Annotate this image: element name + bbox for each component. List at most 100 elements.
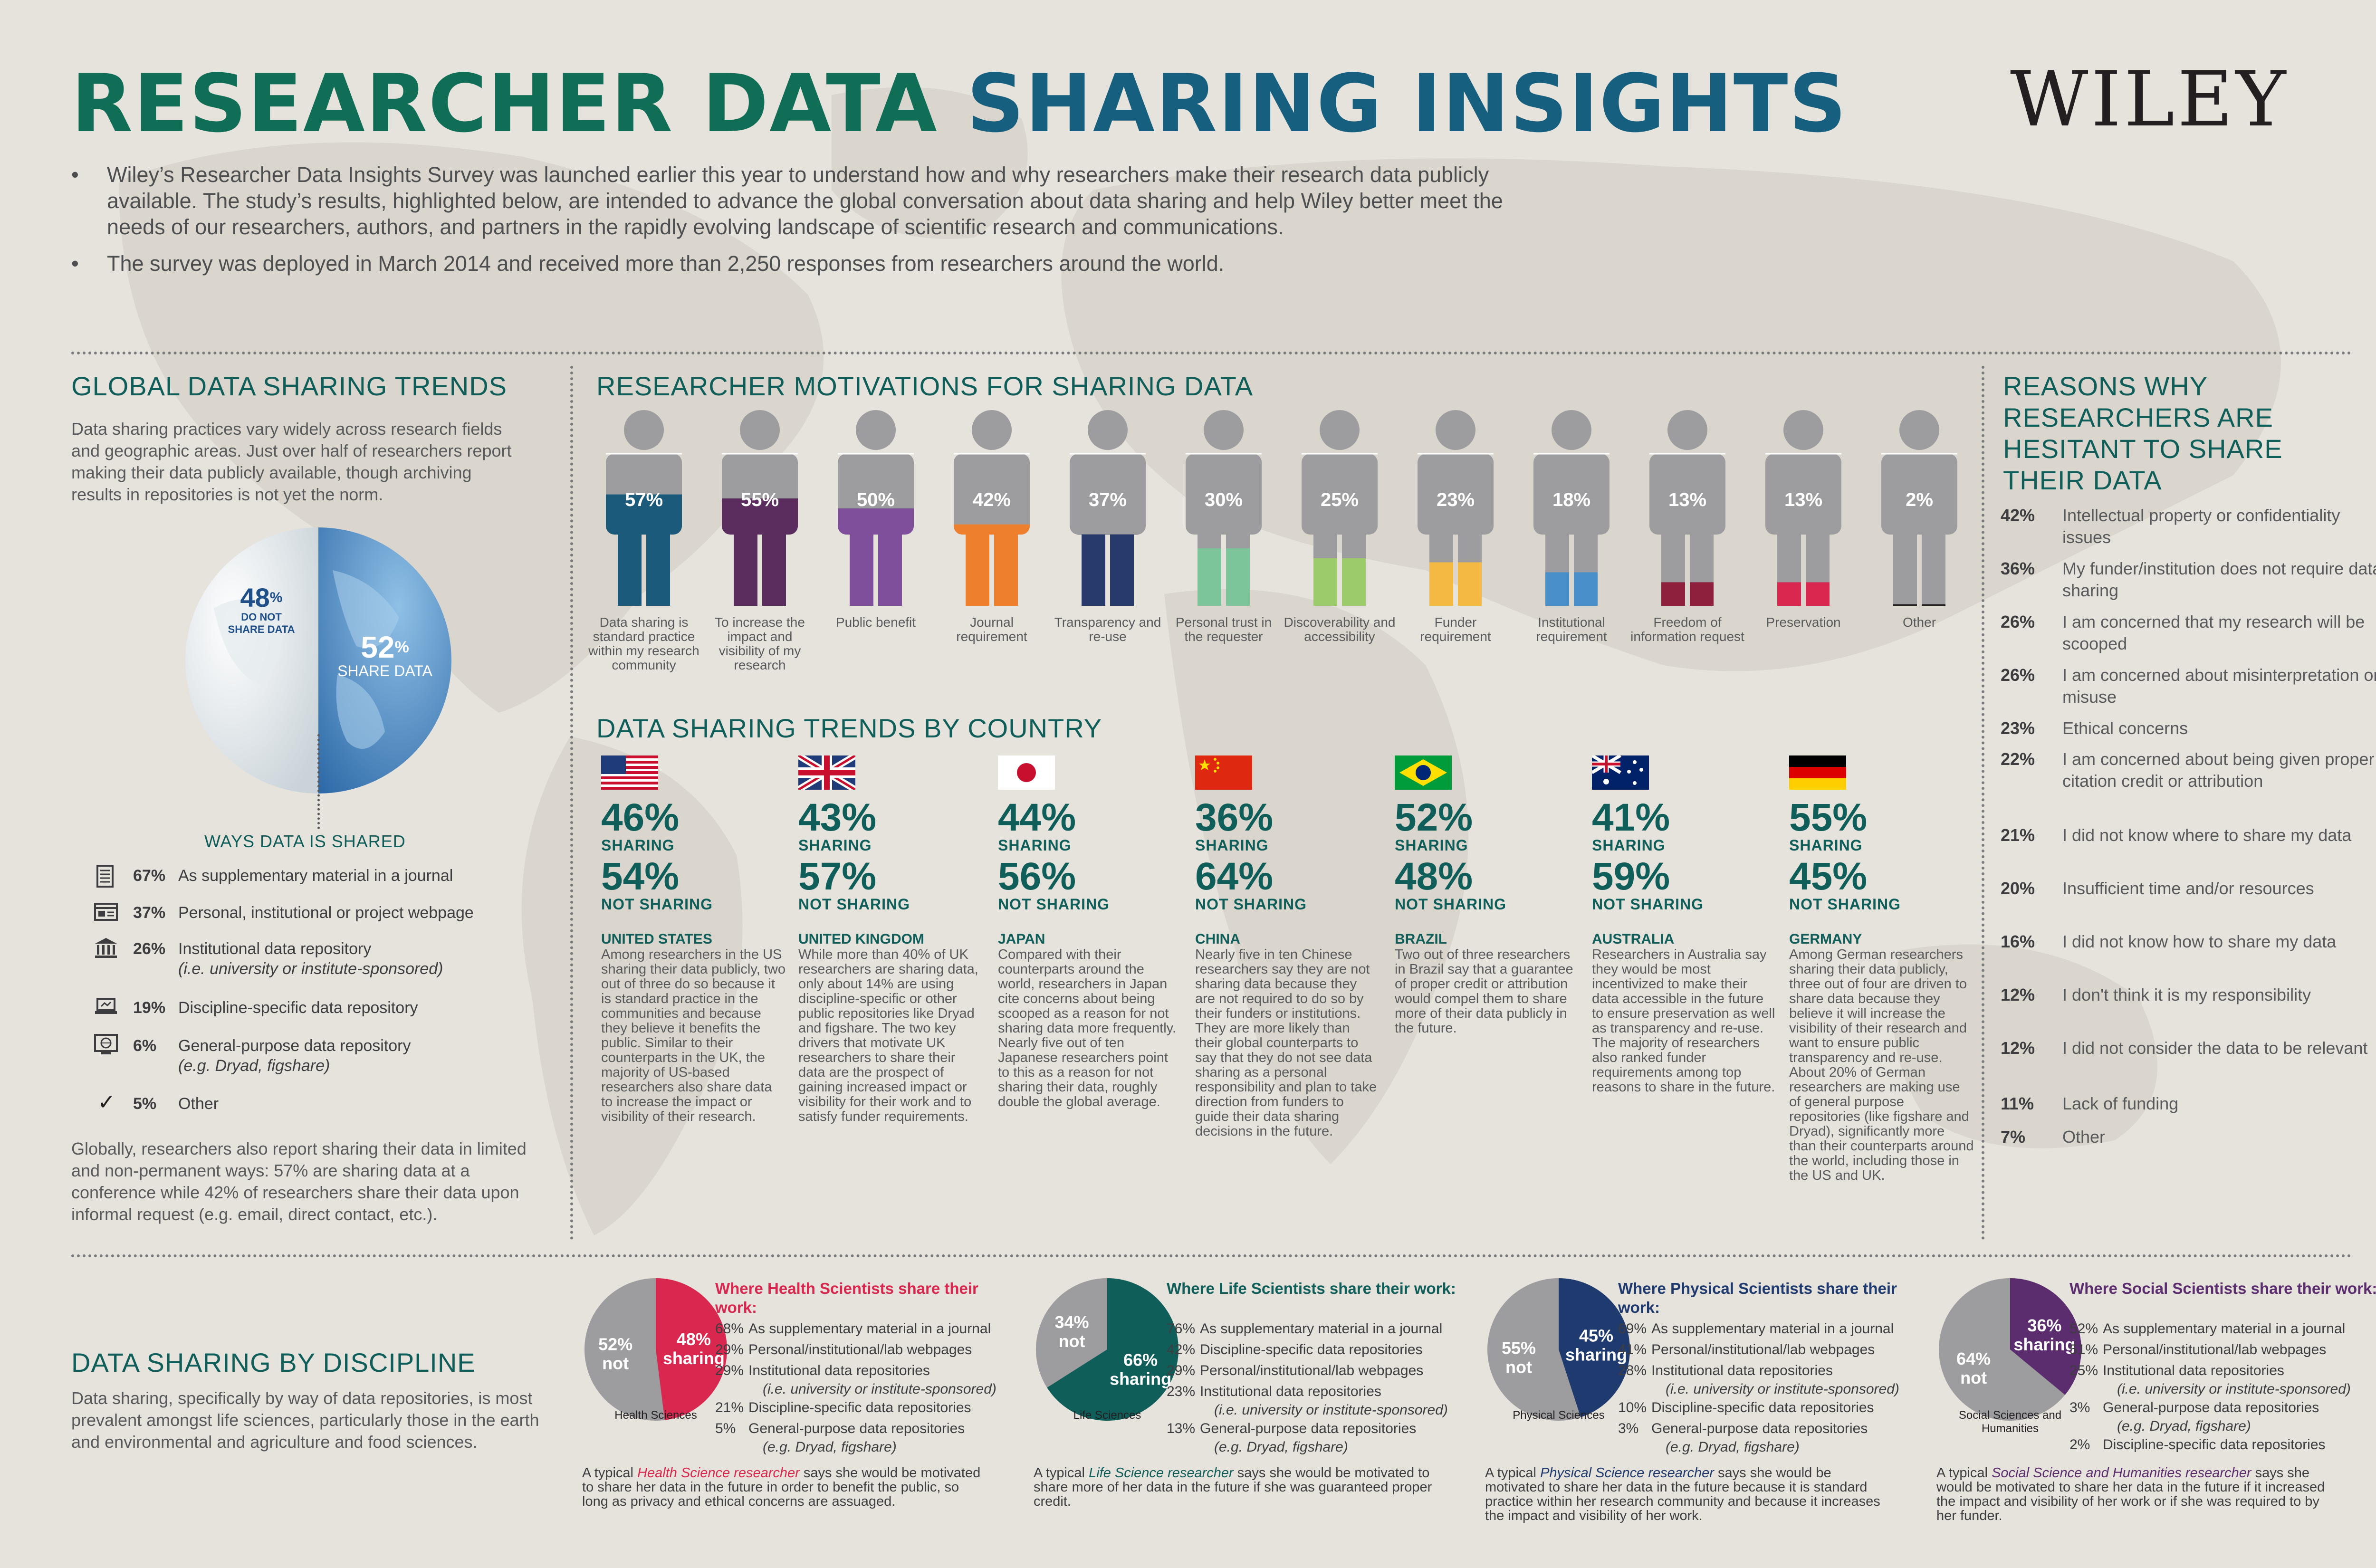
motivation-bar [1533,572,1610,606]
discipline-list: 68% As supplementary material in a journa… [715,1319,996,1455]
discipline-pie: 66%sharing 34%not [1036,1278,1178,1421]
way-text: Institutional data repository [178,940,372,958]
discipline-list-item: 28% Institutional data repositories (i.e. … [1618,1360,1899,1397]
pie-not-pct: 52% [598,1334,632,1354]
intro-bullet-2-text: The survey was deployed in March 2014 an… [107,251,1225,276]
discipline-item-text: Institutional data repositories [1200,1384,1381,1399]
motivation-figure: 37% Transparency and re-use [1054,409,1161,694]
country-sharing-pct: 55% [1789,796,1868,839]
discipline-list-title: Where Physical Scientists share their wo… [1618,1280,1897,1316]
way-pct: 19% [133,999,166,1017]
discipline-item-text: As supplementary material in a journal [2103,1321,2346,1337]
motivation-figure: 25% Discoverability and accessibility [1284,409,1396,694]
motivation-label: Institutional requirement [1536,615,1607,644]
discipline-list-item: 10% Discipline-specific data repositories [1618,1397,1899,1418]
person-icon [1070,410,1146,606]
discipline-list-title: Where Life Scientists share their work: [1167,1280,1456,1297]
country-not-sharing-pct: 48% [1395,855,1473,898]
discipline-item-pct: 51% [2069,1342,2098,1358]
institution-icon [95,938,117,958]
motivation-pct: 57% [624,489,663,510]
motivation-bar [1302,558,1378,606]
discipline-name: Physical Sciences [1513,1409,1605,1422]
discipline-list-item: 23% Institutional data repositories (i.e. … [1167,1381,1448,1418]
pie-sharing-word: sharing [2013,1335,2075,1354]
discipline-item-sub: (i.e. university or institute-sponsored) [763,1381,996,1397]
check-icon: ✓ [97,1089,116,1115]
discipline-item-sub: (i.e. university or institute-sponsored) [1666,1381,1899,1397]
motivation-figure: 30% Personal trust in the requester [1176,409,1272,694]
share-pct: 52 [361,630,395,664]
reason-text: Intellectual property or confidentiality… [2062,506,2340,547]
discipline-name: Health Sciences [614,1409,697,1422]
pie-slice-sharing [2010,1278,2081,1395]
country-description: Nearly five in ten Chinese researchers s… [1195,947,1377,1139]
discipline-list-item: 3% General-purpose data repositories (e.g.… [1618,1418,1899,1455]
country-not-sharing-label: NOT SHARING [601,896,713,913]
reason-pct: 26% [2001,612,2035,631]
motivations-heading: RESEARCHER MOTIVATIONS FOR SHARING DATA [596,371,1254,401]
discipline-note-part: Health Science researcher [637,1465,800,1481]
motivation-figure: 18% Institutional requirement [1524,409,1619,694]
discipline-list-item: 29% Institutional data repositories (i.e. … [715,1360,996,1397]
reason-text: My funder/institution does not require d… [2062,559,2376,600]
reason-text: Insufficient time and/or resources [2062,879,2314,898]
country-name: GERMANY [1789,931,1862,947]
motivation-figure: 13% Freedom of information request [1630,409,1744,694]
global-footer: Globally, researchers also report sharin… [71,1139,527,1224]
discipline-list-item: 13% General-purpose data repositories (e.g… [1167,1418,1448,1455]
country-not-sharing-pct: 45% [1789,855,1868,898]
discipline-note: A typical Physical Science researcher sa… [1485,1466,1884,1523]
discipline-intro: Data sharing, specifically by way of dat… [71,1388,539,1452]
motivation-bar [1418,562,1494,606]
discipline-item-pct: 21% [715,1400,744,1415]
country-not-sharing-pct: 64% [1195,855,1274,898]
country-description: Among researchers in the US sharing thei… [601,947,786,1124]
motivation-pct: 37% [1088,489,1127,510]
pie-not-word: not [1960,1368,1987,1387]
motivation-bar [606,494,682,606]
motivation-bar [1765,582,1841,606]
brazil-flag-icon [1395,755,1452,790]
motivation-pct: 25% [1320,489,1359,510]
discipline-list-item: 76% As supplementary material in a journa… [1167,1319,1448,1339]
way-item: 6% General-purpose data repository (e.g. D… [133,1036,411,1076]
discipline-note: A typical Life Science researcher says s… [1034,1466,1433,1509]
reasons-heading: REASONS WHY RESEARCHERS ARE HESITANT TO … [2003,371,2283,495]
country-sharing-label: SHARING [1395,837,1468,854]
country-name: BRAZIL [1395,931,1447,947]
pie-not-pct: 55% [1502,1338,1536,1358]
person-icon [1765,410,1841,606]
discipline-item-pct: 3% [1618,1421,1639,1436]
way-text: Discipline-specific data repository [178,999,418,1017]
discipline-item-text: General-purpose data repositories [1651,1421,1868,1436]
country-not-sharing-label: NOT SHARING [798,896,910,913]
motivation-label: Transparency and re-use [1054,615,1161,644]
motivation-pct: 30% [1204,489,1243,510]
motivation-bar [1070,534,1146,606]
pie-slice-sharing [1047,1278,1178,1421]
pie-sharing-word: sharing [663,1348,725,1368]
pie-not-pct: 34% [1054,1312,1089,1332]
discipline-item-sub: (i.e. university or institute-sponsored) [1214,1402,1448,1418]
webpage-icon [94,903,118,921]
country-sharing-pct: 52% [1395,796,1473,839]
discipline-item-sub: (e.g. Dryad, figshare) [763,1439,897,1455]
pie-not-word: not [1505,1357,1532,1377]
country-not-sharing-label: NOT SHARING [1395,896,1506,913]
motivation-pct: 42% [972,489,1011,510]
discipline-item-text: Institutional data repositories [748,1363,930,1378]
person-icon [1881,410,1957,606]
country-not-sharing-pct: 54% [601,855,680,898]
pie-sharing-word: sharing [1565,1345,1627,1364]
motivation-bar [1186,548,1262,606]
country-name: UNITED STATES [601,931,712,947]
pie-sharing-word: sharing [1110,1369,1171,1389]
discipline-item-text: Institutional data repositories [1651,1363,1833,1378]
way-item: 67% As supplementary material in a journa… [133,866,453,886]
reason-pct: 36% [2001,559,2035,578]
discipline-item-text: Discipline-specific data repositories [748,1400,971,1415]
reason-pct: 7% [2001,1127,2026,1147]
country-description: Two out of three researchers in Brazil s… [1395,947,1573,1036]
motivation-figure: 57% Data sharing is standard practice wit… [588,409,699,694]
